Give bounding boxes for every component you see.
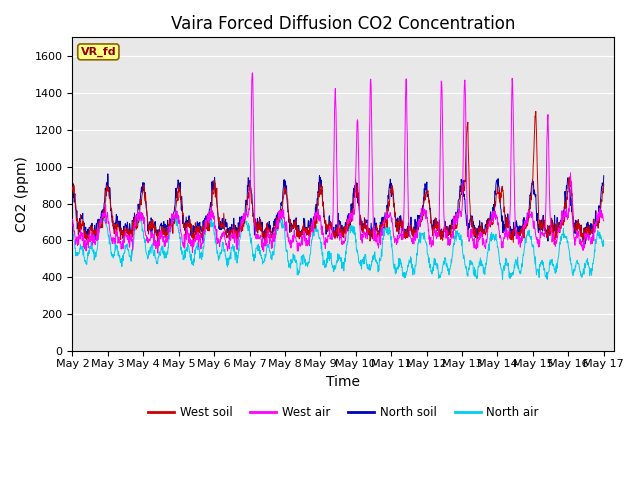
West air: [187, 243, 195, 249]
North air: [187, 258, 195, 264]
North air: [246, 236, 254, 242]
West air: [68, 216, 76, 222]
Legend: West soil, West air, North soil, North air: West soil, West air, North soil, North a…: [143, 401, 543, 424]
North air: [499, 277, 506, 283]
West air: [154, 250, 161, 256]
West air: [538, 230, 545, 236]
West air: [249, 70, 257, 76]
North soil: [246, 178, 254, 183]
West air: [491, 209, 499, 215]
X-axis label: Time: Time: [326, 374, 360, 388]
West soil: [174, 194, 182, 200]
North soil: [490, 208, 498, 214]
West soil: [246, 184, 254, 190]
Title: Vaira Forced Diffusion CO2 Concentration: Vaira Forced Diffusion CO2 Concentration: [171, 15, 516, 33]
West soil: [261, 243, 269, 249]
West air: [246, 172, 254, 178]
Text: VR_fd: VR_fd: [81, 47, 116, 57]
North soil: [600, 173, 607, 179]
North air: [538, 259, 545, 264]
North air: [172, 211, 179, 217]
North air: [174, 225, 182, 230]
North soil: [421, 197, 429, 203]
West soil: [490, 209, 498, 215]
North air: [421, 234, 429, 240]
North air: [490, 235, 498, 241]
North soil: [537, 217, 545, 223]
West air: [421, 213, 429, 218]
North soil: [174, 177, 182, 183]
West soil: [600, 181, 607, 187]
West soil: [421, 197, 429, 203]
Line: North soil: North soil: [72, 174, 604, 244]
West soil: [532, 108, 540, 114]
West air: [174, 212, 182, 218]
Line: North air: North air: [72, 214, 604, 280]
North air: [600, 242, 607, 248]
Line: West soil: West soil: [72, 111, 604, 246]
North soil: [104, 171, 112, 177]
West air: [600, 218, 607, 224]
North soil: [68, 187, 76, 193]
Y-axis label: CO2 (ppm): CO2 (ppm): [15, 156, 29, 232]
West soil: [538, 220, 545, 226]
North soil: [581, 241, 589, 247]
North air: [68, 225, 76, 231]
Line: West air: West air: [72, 73, 604, 253]
West soil: [187, 227, 195, 233]
North soil: [187, 221, 195, 227]
West soil: [68, 187, 76, 192]
